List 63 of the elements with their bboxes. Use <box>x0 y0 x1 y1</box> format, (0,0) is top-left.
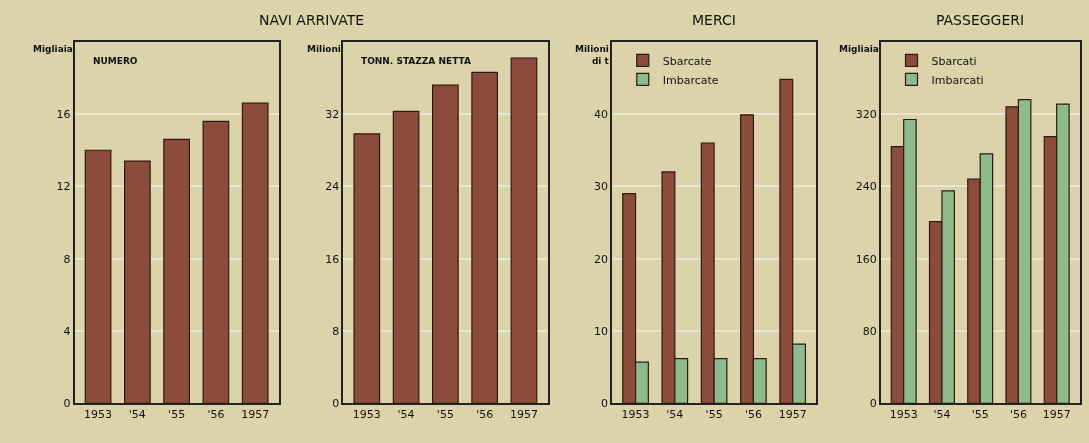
x-tick-label: 1957 <box>509 408 538 422</box>
bar <box>84 149 112 404</box>
x-tick-label: '54 <box>933 408 951 422</box>
legend-label: Sbarcate <box>662 54 712 68</box>
x-tick-label: 1957 <box>241 408 270 422</box>
y-tick-label: 30 <box>594 180 609 194</box>
y-tick-label: 16 <box>56 107 71 121</box>
y-tick-label: 80 <box>862 324 877 338</box>
x-tick-label: 1953 <box>84 408 113 422</box>
bar <box>202 120 230 404</box>
y-tick-label: 8 <box>332 324 340 338</box>
bar <box>392 110 420 404</box>
x-tick-label: '56 <box>744 408 762 422</box>
y-tick-label: 4 <box>63 324 71 338</box>
y-tick-label: 24 <box>325 180 340 194</box>
text: NUMERO <box>93 56 138 66</box>
y-tick-label: 20 <box>594 252 609 266</box>
y-tick-label: 0 <box>869 397 877 411</box>
y-tick-label: 160 <box>855 252 877 266</box>
x-tick-label: '55 <box>168 408 186 422</box>
legend-label: Imbarcate <box>662 73 719 87</box>
x-tick-label: 1953 <box>621 408 650 422</box>
y-axis-title: Milioni di t <box>575 44 610 66</box>
y-axis-title: Milioni <box>307 44 341 54</box>
bar <box>163 138 190 404</box>
x-tick-label: 1953 <box>889 408 918 422</box>
chart-title: MERCI <box>692 12 736 28</box>
y-tick-label: 240 <box>855 180 877 194</box>
bar <box>510 57 538 404</box>
bar <box>353 133 381 404</box>
bar <box>241 102 269 404</box>
text: NAVI ARRIVATE <box>259 12 365 28</box>
bar <box>432 84 459 404</box>
x-tick-label: '54 <box>666 408 684 422</box>
y-tick-label: 0 <box>63 397 71 411</box>
legend-label: Imbarcati <box>931 73 984 87</box>
chart-title: PASSEGGERI <box>936 12 1025 28</box>
x-tick-label: '56 <box>1009 408 1027 422</box>
x-tick-label: '54 <box>128 408 146 422</box>
text: TONN. STAZZA NETTA <box>361 56 471 66</box>
x-tick-label: '54 <box>397 408 415 422</box>
y-tick-label: 32 <box>325 107 340 121</box>
y-tick-label: 10 <box>594 324 609 338</box>
bar <box>471 71 499 404</box>
x-tick-label: '56 <box>207 408 225 422</box>
x-tick-label: '55 <box>705 408 723 422</box>
y-axis-title: Migliaia <box>33 44 73 54</box>
y-tick-label: 320 <box>855 107 877 121</box>
x-tick-label: 1953 <box>352 408 381 422</box>
y-tick-label: 0 <box>601 397 609 411</box>
x-tick-label: '56 <box>476 408 494 422</box>
y-tick-label: 8 <box>63 252 71 266</box>
x-tick-label: 1957 <box>1042 408 1071 422</box>
y-tick-label: 40 <box>594 107 609 121</box>
x-tick-label: '55 <box>436 408 454 422</box>
bar <box>123 160 151 404</box>
legend-label: Sbarcati <box>931 54 977 68</box>
y-tick-label: 12 <box>56 180 71 194</box>
y-axis-title: Migliaia <box>839 44 879 54</box>
y-tick-label: 0 <box>332 397 340 411</box>
x-tick-label: '55 <box>971 408 989 422</box>
y-tick-label: 16 <box>325 252 340 266</box>
x-tick-label: 1957 <box>778 408 807 422</box>
